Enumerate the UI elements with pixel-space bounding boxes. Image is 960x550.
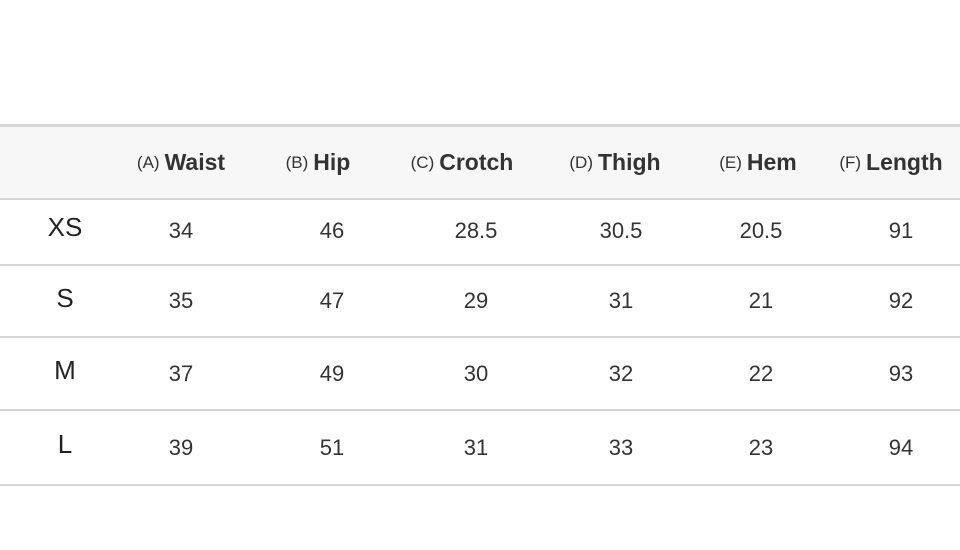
table-value: 28.5	[454, 217, 498, 243]
size-label: L	[57, 429, 73, 459]
column-label: Crotch	[439, 149, 514, 175]
column-prefix: (B)	[285, 152, 309, 172]
column-prefix: (E)	[719, 152, 742, 172]
column-prefix: (C)	[410, 152, 435, 172]
table-row: S 35 47 29 31 21 92	[0, 266, 960, 338]
table-value: 31	[463, 434, 489, 460]
table-value: 30.5	[599, 217, 643, 243]
column-label: Length	[866, 149, 943, 175]
header-cell: (A) Waist	[106, 127, 256, 198]
table-value: 37	[168, 360, 194, 386]
table-value: 49	[319, 360, 345, 386]
table-value: 94	[888, 434, 914, 460]
table-value: 91	[888, 217, 914, 243]
column-label: Hem	[746, 149, 797, 175]
header-cell: (E) Hem	[683, 127, 833, 198]
table-value: 30	[463, 360, 489, 386]
size-label: M	[54, 355, 76, 385]
table-row: L 39 51 31 33 23 94	[0, 411, 960, 486]
column-prefix: (A)	[136, 152, 160, 172]
table-value: 92	[888, 288, 914, 313]
size-label: S	[56, 282, 74, 313]
column-label: Thigh	[598, 149, 661, 175]
table-value: 33	[608, 434, 634, 460]
table-value: 20.5	[739, 217, 783, 243]
table-value: 32	[608, 360, 634, 386]
header-cell: (F) Length	[816, 127, 960, 198]
table-row: M 37 49 30 32 22 93	[0, 338, 960, 411]
column-label: Hip	[313, 149, 351, 175]
header-cell: (C) Crotch	[387, 127, 537, 198]
table-row: XS 34 46 28.5 30.5 20.5 91	[0, 197, 960, 266]
table-value: 51	[319, 434, 345, 460]
header-row: (A) Waist (B) Hip (C) Crotch (D) Thigh (E) Hem (F)…	[0, 124, 960, 200]
table-value: 93	[888, 360, 914, 386]
table-value: 21	[748, 288, 774, 313]
table-value: 35	[168, 288, 194, 313]
table-value: 47	[319, 288, 345, 313]
table-value: 31	[608, 288, 634, 313]
table-value: 23	[748, 434, 774, 460]
header-cell: (B) Hip	[243, 127, 393, 198]
table-value: 46	[319, 217, 345, 243]
table-value: 29	[463, 288, 489, 313]
size-label: XS	[47, 212, 83, 242]
table-value: 39	[168, 434, 194, 460]
header-cell: (D) Thigh	[540, 127, 690, 198]
table-value: 22	[748, 360, 774, 386]
table-value: 34	[168, 217, 194, 243]
column-prefix: (D)	[569, 152, 593, 172]
column-prefix: (F)	[839, 152, 862, 172]
column-label: Waist	[164, 149, 226, 175]
